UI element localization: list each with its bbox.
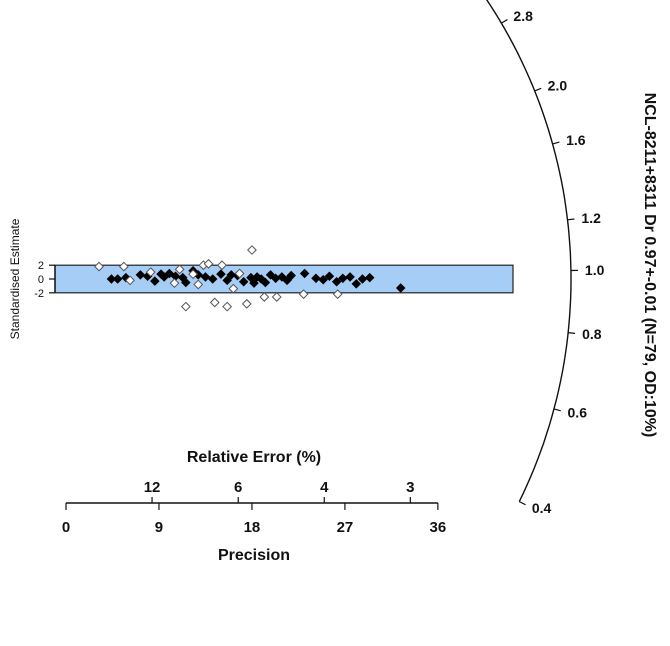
- filled-diamond-point: [311, 273, 321, 284]
- open-diamond-point: [169, 278, 180, 289]
- precision-axis-ticks: 0 9 18 27 36: [62, 497, 446, 536]
- filled-diamond-point: [331, 276, 342, 287]
- open-diamond-point: [118, 261, 129, 272]
- data-points: [94, 245, 406, 312]
- open-diamond-point: [188, 269, 198, 280]
- open-diamond-point: [228, 283, 239, 294]
- filled-diamond-point: [135, 270, 146, 280]
- relative-error-ticks: 12 6 4 3: [144, 479, 415, 496]
- y-tick-label: 2: [38, 260, 44, 272]
- y-axis-label: Standardised Estimate: [8, 218, 22, 339]
- relative-error-tick-label: 3: [406, 479, 414, 496]
- open-diamond-point: [259, 292, 270, 302]
- filled-diamond-point: [318, 274, 328, 285]
- filled-diamond-point: [364, 272, 375, 283]
- radial-tick-label: 0.4: [532, 500, 552, 516]
- filled-diamond-point: [260, 277, 271, 288]
- filled-diamond-point: [324, 271, 335, 282]
- filled-diamond-point: [222, 275, 232, 286]
- precision-tick-label: 36: [430, 519, 447, 536]
- precision-tick-label: 0: [62, 519, 70, 536]
- radial-tick-mark: [501, 19, 508, 24]
- radial-scale-ticks: 3.62.82.01.61.21.00.80.60.4: [501, 8, 605, 516]
- radial-tick-label: 0.6: [568, 405, 588, 421]
- chart-title: NCL-8211+8311 Dr 0.97+-0.01 (N=79, OD:10…: [641, 93, 658, 438]
- relative-error-tick-label: 6: [234, 479, 242, 496]
- filled-diamond-point: [395, 283, 406, 293]
- open-diamond-point: [298, 289, 309, 300]
- precision-axis-label: Precision: [218, 547, 290, 564]
- precision-tick-label: 27: [337, 519, 354, 536]
- filled-diamond-point: [345, 272, 355, 282]
- radial-tick-label: 2.8: [513, 8, 533, 24]
- open-diamond-point: [209, 297, 220, 308]
- filled-diamond-point: [238, 276, 249, 287]
- radial-tick-label: 1.0: [585, 262, 605, 278]
- filled-diamond-point: [181, 277, 191, 288]
- open-diamond-point: [203, 258, 214, 269]
- relative-error-tick-label: 4: [320, 479, 329, 496]
- radial-tick-label: 1.6: [566, 132, 586, 148]
- filled-diamond-point: [351, 279, 362, 289]
- y-tick-label: -2: [34, 288, 44, 300]
- open-diamond-point: [180, 301, 191, 312]
- precision-tick-label: 18: [244, 519, 261, 536]
- open-diamond-point: [125, 275, 135, 286]
- radial-tick-mark: [567, 218, 575, 221]
- open-diamond-point: [247, 245, 257, 255]
- radial-scale-arc: [486, 0, 572, 502]
- filled-diamond-point: [216, 269, 226, 279]
- open-diamond-point: [332, 289, 343, 300]
- open-diamond-point: [145, 267, 156, 278]
- open-diamond-point: [193, 279, 204, 290]
- open-diamond-point: [222, 301, 233, 312]
- open-diamond-point: [94, 261, 104, 272]
- radial-tick-label: 0.8: [582, 326, 602, 342]
- radial-tick-label: 1.2: [581, 210, 601, 226]
- open-diamond-point: [271, 292, 282, 302]
- filled-diamond-point: [207, 274, 218, 284]
- radial-tick-mark: [552, 141, 560, 145]
- filled-diamond-point: [299, 268, 310, 279]
- filled-diamond-point: [112, 274, 123, 284]
- radial-tick-mark: [568, 332, 576, 334]
- relative-error-tick-label: 12: [144, 479, 161, 496]
- relative-error-axis-label: Relative Error (%): [187, 449, 321, 466]
- open-diamond-point: [234, 268, 245, 279]
- y-axis-ticks: 2 0 -2: [34, 260, 55, 300]
- filled-diamond-point: [226, 270, 237, 280]
- precision-tick-label: 9: [155, 519, 163, 536]
- radial-tick-mark: [553, 408, 561, 412]
- radial-tick-mark: [519, 501, 526, 506]
- y-tick-label: 0: [38, 274, 44, 286]
- radial-tick-mark: [534, 87, 542, 92]
- filled-diamond-point: [106, 274, 117, 284]
- open-diamond-point: [217, 260, 227, 271]
- radial-tick-label: 2.0: [548, 78, 568, 94]
- filled-diamond-point: [249, 278, 259, 288]
- filled-diamond-point: [200, 272, 211, 282]
- filled-diamond-point: [286, 270, 296, 281]
- filled-diamond-point: [150, 276, 160, 286]
- open-diamond-point: [241, 298, 252, 309]
- open-diamond-point: [174, 264, 185, 275]
